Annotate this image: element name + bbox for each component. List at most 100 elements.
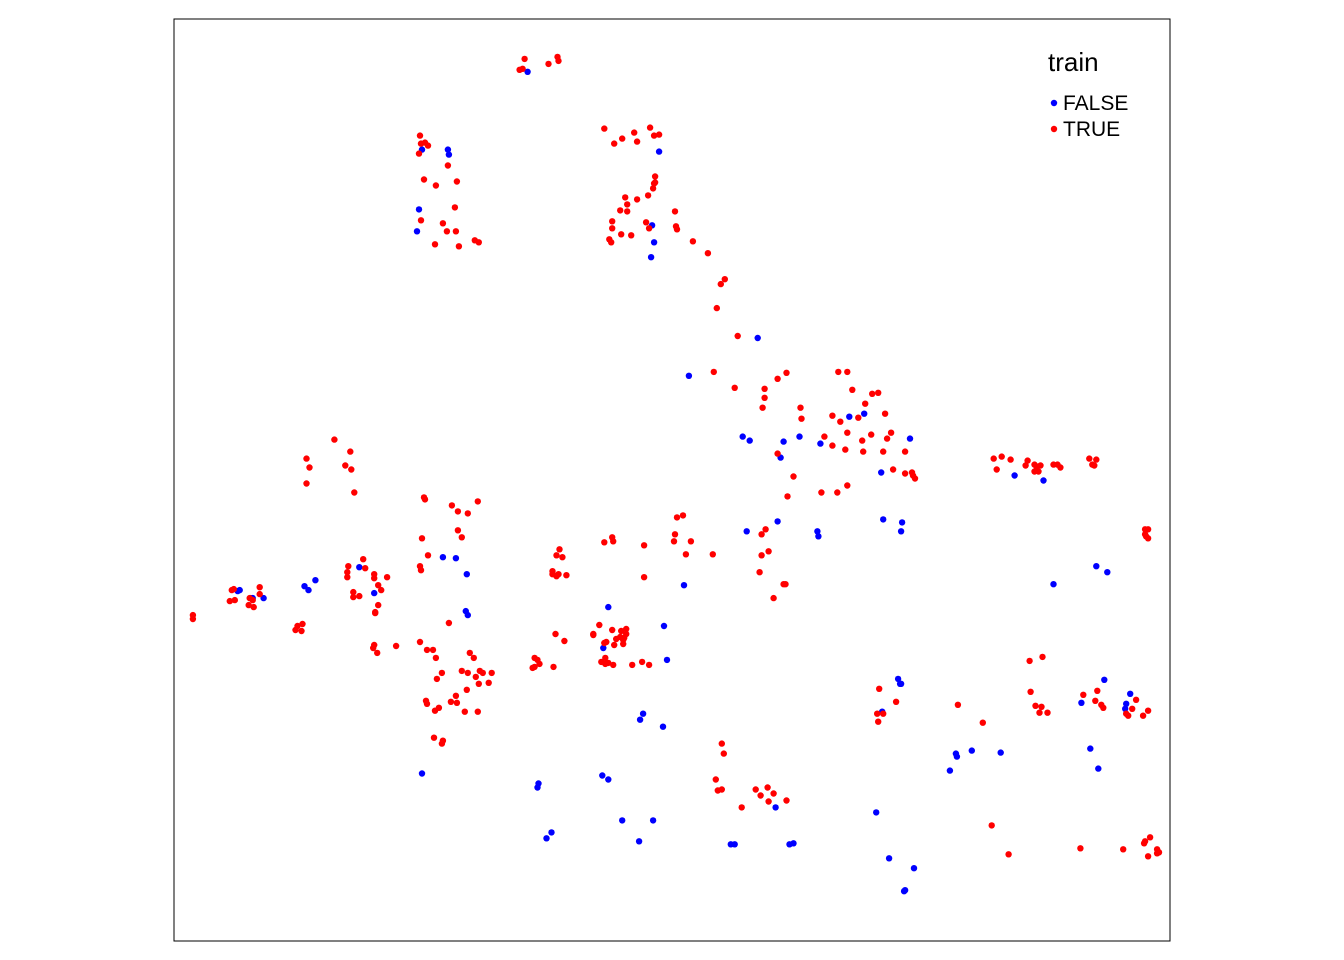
data-point <box>464 669 471 677</box>
data-point <box>746 437 753 444</box>
data-point <box>1144 853 1152 860</box>
data-point <box>344 574 351 581</box>
data-point <box>454 508 462 515</box>
data-point <box>894 675 902 683</box>
data-point <box>638 658 646 666</box>
data-point <box>466 649 473 657</box>
data-point <box>901 470 909 477</box>
data-point <box>556 546 563 553</box>
data-point <box>997 749 1004 756</box>
data-point <box>416 638 424 646</box>
data-point <box>655 148 663 155</box>
data-point <box>1040 477 1047 484</box>
data-point <box>599 772 606 779</box>
data-point <box>350 588 357 596</box>
data-point <box>417 217 425 224</box>
data-point <box>645 661 653 669</box>
data-point <box>362 565 369 572</box>
data-point <box>418 770 426 777</box>
data-point <box>479 669 486 677</box>
data-point <box>784 493 791 500</box>
data-point <box>649 817 657 824</box>
data-point <box>685 372 693 379</box>
data-point <box>431 241 439 248</box>
data-point <box>543 835 550 842</box>
data-point <box>1026 657 1033 665</box>
data-point <box>432 654 440 662</box>
data-point <box>1144 526 1152 533</box>
data-point <box>842 446 849 453</box>
data-point <box>1155 849 1163 856</box>
data-point <box>796 433 803 440</box>
data-point <box>844 429 851 436</box>
data-point <box>764 784 771 791</box>
data-point <box>432 182 440 189</box>
data-point <box>774 518 781 525</box>
data-point <box>1123 700 1130 707</box>
data-point <box>758 552 765 559</box>
data-point <box>780 438 787 445</box>
data-point <box>862 400 869 407</box>
data-point <box>439 220 447 227</box>
data-point <box>1093 456 1100 463</box>
data-point <box>762 526 769 533</box>
data-point <box>892 698 900 705</box>
data-point <box>875 718 882 725</box>
data-point <box>1087 745 1094 752</box>
data-point <box>704 250 712 257</box>
legend: train FALSE TRUE <box>1048 47 1128 141</box>
data-point <box>609 626 616 634</box>
data-point <box>1038 703 1045 710</box>
data-point <box>1094 687 1101 694</box>
data-point <box>463 571 470 578</box>
data-point <box>451 204 459 211</box>
legend-marker-true <box>1050 125 1058 133</box>
data-point <box>618 231 625 238</box>
data-point <box>228 586 235 594</box>
data-point <box>464 510 471 517</box>
data-point <box>859 437 866 444</box>
data-point <box>739 433 746 440</box>
data-point <box>901 448 909 455</box>
data-point <box>1129 705 1136 712</box>
data-point <box>1095 765 1102 772</box>
data-point <box>554 53 561 61</box>
data-point <box>1120 846 1127 853</box>
data-point <box>371 589 378 597</box>
data-point <box>633 138 641 145</box>
data-point <box>682 551 690 558</box>
data-point <box>731 384 738 391</box>
data-point <box>650 132 658 139</box>
data-point <box>590 631 597 639</box>
data-point <box>844 368 851 376</box>
data-point <box>952 750 960 757</box>
data-point <box>458 667 465 675</box>
data-point <box>885 855 893 862</box>
data-point <box>298 627 305 635</box>
data-point <box>345 563 352 570</box>
data-point <box>1011 472 1018 479</box>
data-point <box>655 131 663 138</box>
legend-label-true: TRUE <box>1063 118 1120 141</box>
data-point <box>605 776 612 783</box>
data-point <box>829 412 836 419</box>
data-point <box>814 528 821 535</box>
data-point <box>1032 702 1039 709</box>
data-point <box>611 641 618 649</box>
data-point <box>416 132 424 139</box>
series-true <box>189 53 1163 860</box>
data-point <box>846 413 853 420</box>
data-point <box>416 563 424 570</box>
data-point <box>256 584 263 591</box>
data-point <box>374 649 381 657</box>
data-point <box>433 675 441 683</box>
data-point <box>1036 709 1043 716</box>
data-point <box>834 489 841 496</box>
data-point <box>453 178 461 185</box>
data-point <box>979 719 986 726</box>
data-point <box>647 254 655 261</box>
data-point <box>844 482 851 489</box>
data-point <box>731 841 738 848</box>
data-point <box>360 556 367 563</box>
